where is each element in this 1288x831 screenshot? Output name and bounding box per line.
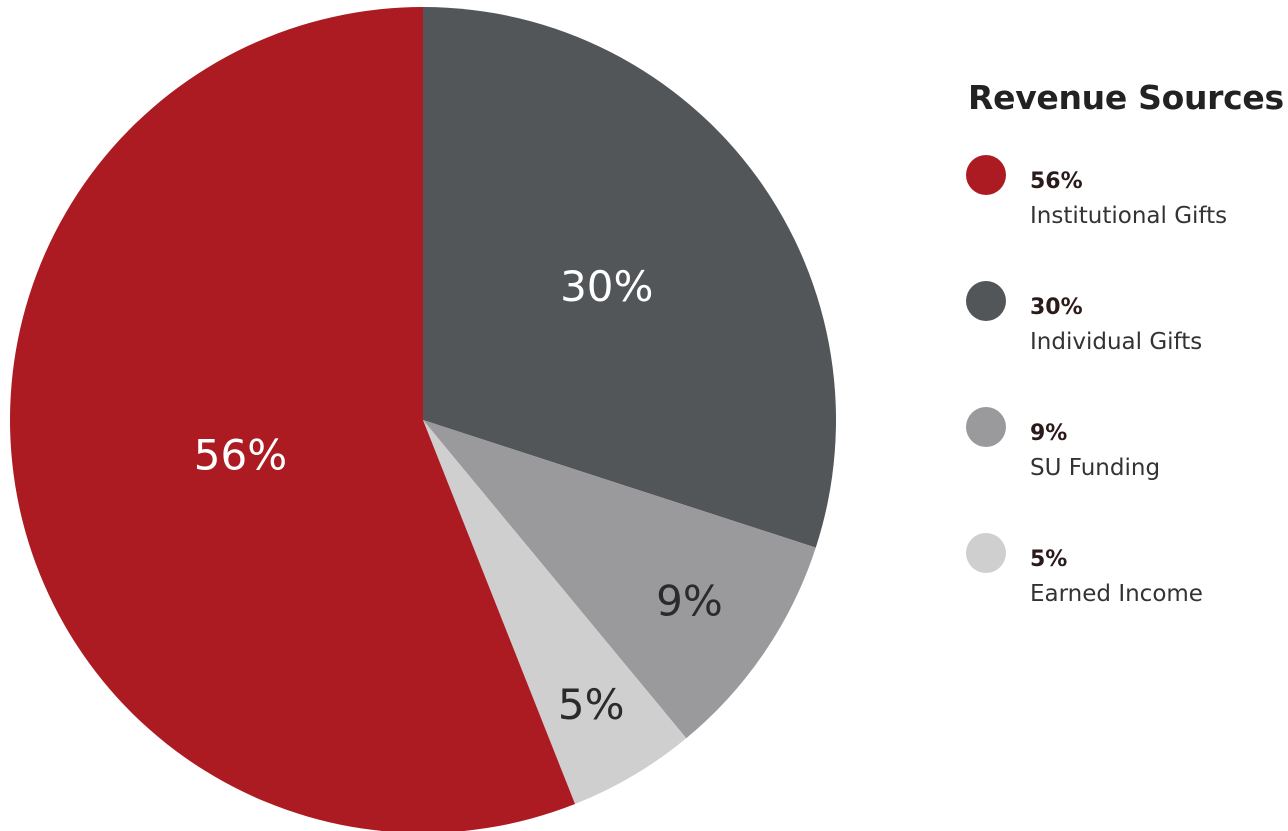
legend-swatch-institutional-gifts [966,155,1006,195]
legend-title: Revenue Sources [968,78,1284,117]
legend-swatch-earned-income [966,533,1006,573]
legend-label: Institutional Gifts [1030,203,1228,229]
pie-slice-individual-gifts [423,7,836,548]
pie-slice-earned-income [423,420,687,804]
pie-chart: 30% 9% 5% 56% [10,7,836,831]
legend-item-su-funding: 9% SU Funding [966,407,1288,533]
legend-swatch-su-funding [966,407,1006,447]
pie-slices [10,7,836,831]
pie-label-su-funding: 9% [656,577,723,626]
pie-slice-su-funding [423,420,816,739]
legend-percent: 56% [1030,169,1083,194]
legend-item-earned-income: 5% Earned Income [966,533,1288,659]
legend-swatch-individual-gifts [966,281,1006,321]
legend-percent: 9% [1030,421,1068,446]
pie-label-individual-gifts: 30% [560,262,653,311]
pie-slice-labels: 30% 9% 5% 56% [194,262,723,729]
pie-label-institutional-gifts: 56% [194,430,287,479]
legend-percent: 5% [1030,547,1068,572]
legend-label: Individual Gifts [1030,329,1203,355]
pie-slice-institutional-gifts [10,7,576,831]
legend-label: SU Funding [1030,455,1161,481]
legend-item-institutional-gifts: 56% Institutional Gifts [966,155,1288,281]
legend: Revenue Sources 56% Institutional Gifts … [966,78,1288,659]
legend-item-individual-gifts: 30% Individual Gifts [966,281,1288,407]
legend-label: Earned Income [1030,581,1203,607]
legend-percent: 30% [1030,295,1083,320]
pie-label-earned-income: 5% [558,680,625,729]
